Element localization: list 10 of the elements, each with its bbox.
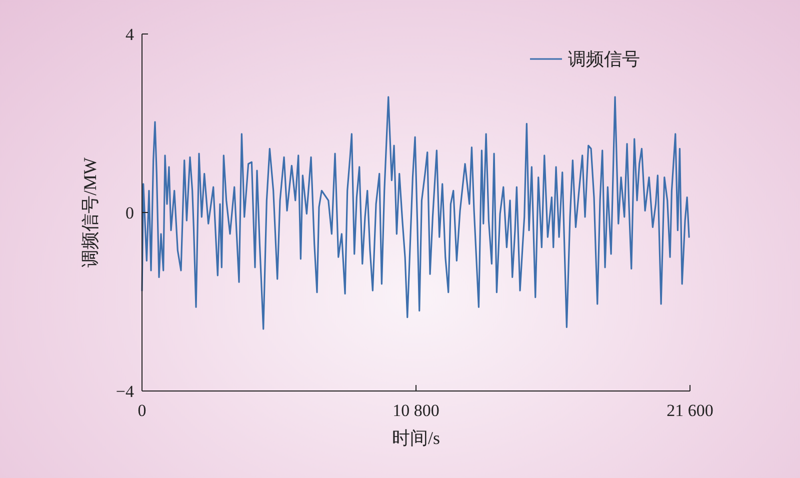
- x-tick-label: 10 800: [392, 401, 440, 420]
- y-tick-label: 0: [126, 204, 134, 222]
- line-series: [141, 96, 690, 330]
- y-tick-label: 4: [126, 25, 134, 44]
- x-tick-label: 21 600: [666, 401, 714, 420]
- y-tick-label: −4: [116, 382, 134, 401]
- legend-label: 调频信号: [568, 49, 640, 69]
- y-axis-title: 调频信号/MW: [80, 157, 100, 268]
- x-axis-title: 时间/s: [392, 428, 440, 448]
- x-tick-label: 0: [138, 401, 146, 420]
